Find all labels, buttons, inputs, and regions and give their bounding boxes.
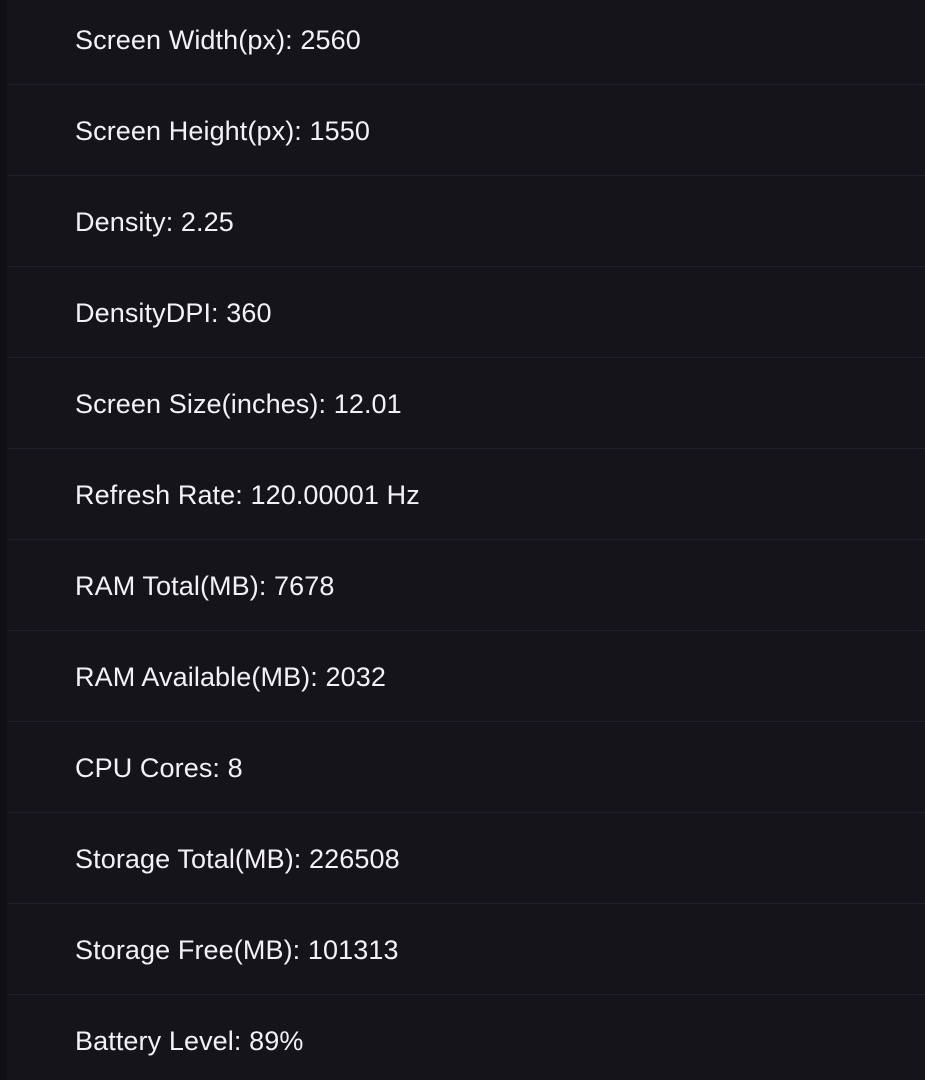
ram-total-row-text: RAM Total(MB): 7678 xyxy=(75,570,335,601)
storage-free-row-text: Storage Free(MB): 101313 xyxy=(75,934,399,965)
density-row-text: Density: 2.25 xyxy=(75,206,234,237)
list-item[interactable]: Storage Total(MB): 226508 xyxy=(0,813,925,904)
list-item[interactable]: Battery Level: 89% xyxy=(0,995,925,1080)
screen-width-row-text: Screen Width(px): 2560 xyxy=(75,24,361,55)
list-item[interactable]: Density: 2.25 xyxy=(0,176,925,267)
list-item[interactable]: Screen Height(px): 1550 xyxy=(0,85,925,176)
storage-total-row-text: Storage Total(MB): 226508 xyxy=(75,843,400,874)
list-item[interactable]: RAM Available(MB): 2032 xyxy=(0,631,925,722)
ram-available-row-text: RAM Available(MB): 2032 xyxy=(75,661,386,692)
cpu-cores-row-text: CPU Cores: 8 xyxy=(75,752,243,783)
list-item[interactable]: DensityDPI: 360 xyxy=(0,267,925,358)
list-item[interactable]: Refresh Rate: 120.00001 Hz xyxy=(0,449,925,540)
refresh-rate-row-text: Refresh Rate: 120.00001 Hz xyxy=(75,479,420,510)
density-dpi-row-text: DensityDPI: 360 xyxy=(75,297,272,328)
screen-height-row-text: Screen Height(px): 1550 xyxy=(75,115,370,146)
list-item[interactable]: Screen Size(inches): 12.01 xyxy=(0,358,925,449)
list-item[interactable]: CPU Cores: 8 xyxy=(0,722,925,813)
list-item[interactable]: Storage Free(MB): 101313 xyxy=(0,904,925,995)
list-item[interactable]: RAM Total(MB): 7678 xyxy=(0,540,925,631)
list-item[interactable]: Screen Width(px): 2560 xyxy=(0,0,925,85)
battery-level-row-text: Battery Level: 89% xyxy=(75,1025,304,1056)
screen-size-row-text: Screen Size(inches): 12.01 xyxy=(75,388,402,419)
